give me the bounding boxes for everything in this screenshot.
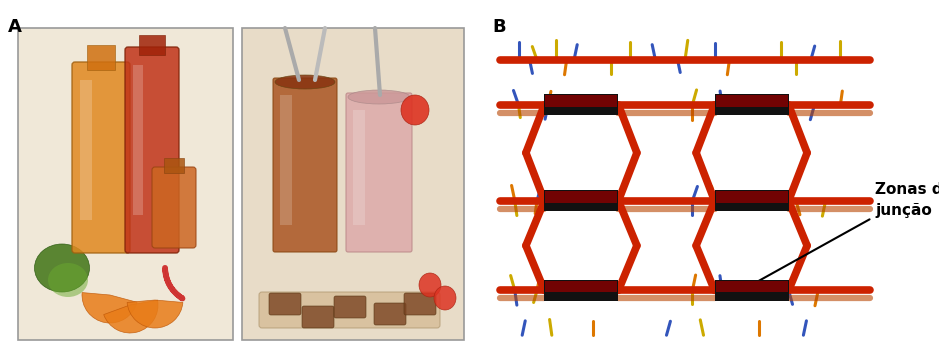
FancyBboxPatch shape — [302, 306, 334, 328]
Bar — [545, 190, 619, 211]
Bar — [546, 95, 618, 107]
Bar — [87, 45, 115, 70]
Text: B: B — [492, 18, 505, 36]
Ellipse shape — [48, 263, 88, 297]
Bar — [546, 281, 618, 292]
Wedge shape — [82, 293, 137, 323]
Ellipse shape — [348, 90, 410, 104]
Bar — [353, 110, 365, 225]
Bar — [715, 280, 789, 301]
FancyBboxPatch shape — [152, 167, 196, 248]
Bar — [242, 28, 464, 340]
FancyBboxPatch shape — [259, 292, 440, 328]
Bar — [716, 192, 788, 203]
Bar — [139, 35, 165, 55]
FancyBboxPatch shape — [346, 93, 412, 252]
Ellipse shape — [419, 273, 441, 297]
Bar — [545, 280, 619, 301]
FancyBboxPatch shape — [404, 293, 436, 315]
Bar — [716, 281, 788, 292]
Bar — [280, 95, 292, 225]
FancyBboxPatch shape — [269, 293, 301, 315]
FancyBboxPatch shape — [334, 296, 366, 318]
Bar — [18, 28, 233, 340]
Wedge shape — [127, 300, 183, 328]
Bar — [133, 65, 143, 215]
Ellipse shape — [434, 286, 456, 310]
Bar — [164, 158, 184, 173]
Bar — [80, 80, 92, 220]
Bar — [546, 192, 618, 203]
FancyBboxPatch shape — [72, 62, 130, 253]
FancyBboxPatch shape — [273, 78, 337, 252]
Ellipse shape — [401, 95, 429, 125]
Text: Zonas de
junção: Zonas de junção — [875, 182, 939, 218]
Text: A: A — [8, 18, 22, 36]
FancyArrowPatch shape — [165, 268, 182, 298]
FancyBboxPatch shape — [374, 303, 406, 325]
Bar — [715, 190, 789, 211]
Wedge shape — [103, 300, 158, 333]
FancyBboxPatch shape — [125, 47, 179, 253]
Ellipse shape — [275, 75, 335, 89]
Bar — [545, 94, 619, 115]
Bar — [715, 94, 789, 115]
Bar — [716, 95, 788, 107]
Ellipse shape — [35, 244, 89, 292]
